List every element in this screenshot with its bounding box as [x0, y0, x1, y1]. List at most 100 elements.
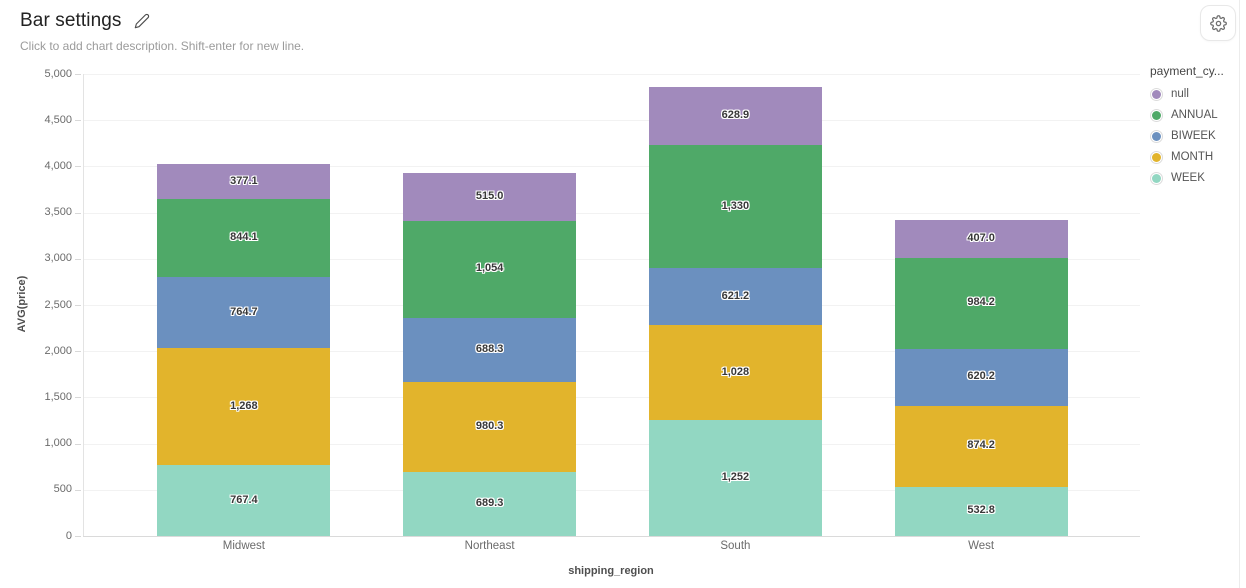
bar-segment[interactable] [157, 465, 331, 536]
x-axis-label: Northeast [464, 540, 515, 552]
legend-color-dot [1152, 110, 1161, 120]
y-gridline [84, 489, 1140, 491]
legend-color-dot [1152, 173, 1161, 183]
legend-swatch-icon [1150, 129, 1163, 143]
y-axis-tick [75, 258, 81, 260]
bar-segment[interactable] [648, 267, 822, 326]
y-tick-label: 2,500 [44, 298, 72, 311]
x-axis-label: West [968, 540, 995, 552]
bar-segment[interactable] [157, 347, 331, 466]
legend-swatch-icon [1150, 171, 1163, 185]
legend-item-label: null [1171, 88, 1189, 100]
chart-title[interactable]: Bar settings [20, 10, 122, 31]
y-gridline [84, 443, 1140, 445]
y-gridline [84, 258, 1140, 260]
legend-item[interactable]: WEEK [1150, 171, 1242, 185]
bar-segment[interactable] [157, 277, 331, 348]
chart-header: Bar settings Click to add chart descript… [20, 10, 1190, 53]
legend-color-dot [1152, 152, 1161, 162]
bar-value-label: 844.1 [230, 231, 258, 244]
legend-item[interactable]: ANNUAL [1150, 108, 1242, 122]
x-axis-label: South [720, 540, 751, 552]
bar-segment[interactable] [894, 220, 1068, 258]
edit-title-button[interactable] [132, 11, 152, 31]
bar-value-label: 1,252 [721, 471, 750, 484]
bar-value-label: 621.2 [721, 289, 750, 302]
x-axis-title: shipping_region [568, 565, 654, 577]
bar-segment[interactable] [648, 420, 822, 536]
chart-description-placeholder[interactable]: Click to add chart description. Shift-en… [20, 39, 305, 53]
y-axis-tick [75, 212, 81, 214]
y-gridline [84, 397, 1140, 399]
panel-divider [1239, 0, 1240, 588]
y-tick-label: 1,000 [44, 437, 72, 450]
bar-segment[interactable] [648, 86, 822, 145]
pencil-icon [134, 13, 149, 29]
bar-segment[interactable] [894, 406, 1068, 487]
y-gridline [84, 351, 1140, 353]
bar-segment[interactable] [157, 164, 331, 200]
y-axis-tick [75, 305, 81, 306]
bar-segment[interactable] [894, 348, 1068, 406]
y-axis-tick [75, 536, 81, 537]
bar-segment[interactable] [648, 145, 822, 268]
legend-color-dot [1152, 89, 1161, 99]
y-axis-tick [75, 120, 81, 122]
y-gridline [84, 74, 1140, 75]
y-gridline [84, 166, 1140, 168]
y-tick-label: 0 [65, 529, 72, 542]
chart-legend: payment_cy... null ANNUAL BIWEEK MONTH WEEK [1150, 64, 1242, 185]
bar-value-label: 980.3 [475, 420, 504, 432]
bar-value-label: 1,054 [475, 262, 504, 275]
bar-value-label: 688.3 [475, 342, 504, 355]
y-axis-tick [75, 489, 81, 491]
bar-value-label: 1,268 [230, 399, 258, 412]
y-tick-label: 3,500 [44, 206, 72, 219]
y-tick-label: 1,500 [44, 390, 72, 403]
bar-segment[interactable] [403, 381, 577, 473]
y-tick-label: 3,000 [44, 252, 72, 265]
y-axis-line [83, 74, 84, 536]
y-axis-tick [75, 397, 81, 399]
x-axis-line [83, 536, 1140, 537]
bar-value-label: 764.7 [230, 305, 258, 318]
y-gridline [84, 305, 1140, 306]
bar-value-label: 620.2 [967, 370, 995, 383]
bar-value-label: 874.2 [967, 439, 995, 452]
x-axis-label: Midwest [222, 540, 265, 552]
bar-value-label: 628.9 [721, 109, 750, 121]
bar-segment[interactable] [403, 318, 577, 382]
y-tick-label: 500 [53, 483, 72, 496]
bar-value-label: 767.4 [230, 493, 258, 506]
y-tick-label: 5,000 [44, 67, 72, 80]
bar-segment[interactable] [157, 199, 331, 278]
legend-item[interactable]: null [1150, 87, 1242, 101]
bar-value-label: 515.0 [475, 189, 504, 202]
y-tick-label: 4,500 [44, 113, 72, 126]
legend-item-label: MONTH [1171, 151, 1214, 163]
legend-swatch-icon [1150, 87, 1163, 101]
y-gridline [84, 120, 1140, 122]
bar-segment[interactable] [894, 257, 1068, 349]
y-gridline [84, 212, 1140, 214]
legend-item-label: BIWEEK [1171, 130, 1216, 142]
bar-value-label: 1,330 [721, 199, 750, 212]
bar-segment[interactable] [894, 486, 1068, 536]
bar-segment[interactable] [403, 220, 577, 319]
legend-item[interactable]: MONTH [1150, 150, 1242, 164]
y-axis-tick [75, 74, 81, 75]
bar-segment[interactable] [648, 325, 822, 421]
bar-value-label: 407.0 [967, 231, 995, 244]
chart-settings-button[interactable] [1200, 5, 1236, 41]
legend-item[interactable]: BIWEEK [1150, 129, 1242, 143]
y-tick-label: 2,000 [44, 344, 72, 357]
gear-icon [1209, 14, 1227, 32]
bar-value-label: 689.3 [475, 497, 504, 510]
y-axis-tick [75, 351, 81, 353]
bar-segment[interactable] [403, 173, 577, 221]
bar-value-label: 377.1 [230, 174, 258, 187]
bar-segment[interactable] [403, 472, 577, 536]
bar-value-label: 532.8 [967, 504, 995, 517]
y-axis-tick [75, 166, 81, 168]
